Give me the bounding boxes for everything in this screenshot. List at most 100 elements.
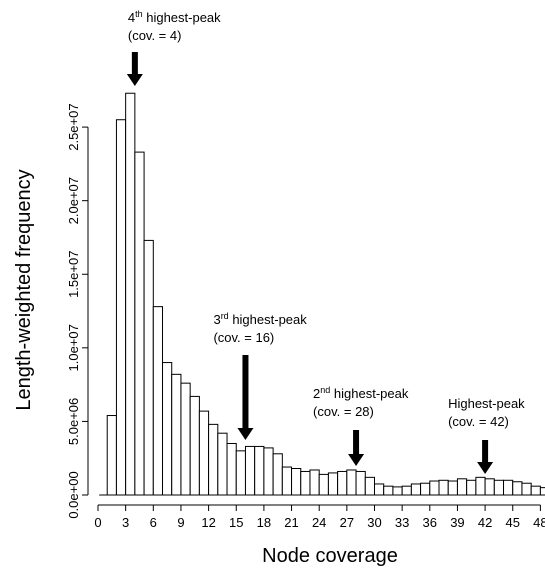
x-tick-label: 36 xyxy=(423,515,437,530)
x-tick-label: 45 xyxy=(506,515,520,530)
annotation-part: Highest-peak xyxy=(448,396,525,411)
x-tick-label: 33 xyxy=(395,515,409,530)
bar xyxy=(456,478,468,496)
x-tick-label: 27 xyxy=(340,515,354,530)
bar xyxy=(447,480,458,496)
bar xyxy=(503,479,514,496)
bar xyxy=(281,466,293,496)
bar xyxy=(346,469,357,496)
bar xyxy=(125,92,136,496)
annotation-text: (cov. = 4) xyxy=(128,28,182,43)
bar xyxy=(198,410,210,496)
bar xyxy=(318,473,329,496)
bar xyxy=(272,453,283,496)
bar xyxy=(244,445,256,496)
y-axis-title: Length-weighted frequency xyxy=(13,169,35,410)
x-tick-label: 6 xyxy=(150,515,157,530)
y-tick-label: 2.5e+07 xyxy=(66,103,81,150)
arrow-shaft xyxy=(482,440,489,464)
bar xyxy=(226,442,237,496)
bar xyxy=(162,362,173,496)
arrow-shaft xyxy=(131,52,138,76)
bar xyxy=(373,483,385,496)
bar xyxy=(429,480,440,496)
bar xyxy=(309,469,320,496)
bar xyxy=(420,482,431,496)
annotation-part: 2 xyxy=(313,386,320,401)
bar xyxy=(254,445,265,496)
bar xyxy=(466,479,477,496)
bar xyxy=(235,450,246,496)
x-tick-label: 48 xyxy=(533,515,545,530)
arrow-shaft xyxy=(242,355,249,430)
x-tick-label: 30 xyxy=(367,515,381,530)
annotation-superscript: nd xyxy=(320,385,330,395)
annotation-text: (cov. = 28) xyxy=(313,404,374,419)
bar xyxy=(263,447,274,496)
y-tick-label: 5.0e+06 xyxy=(66,398,81,445)
bar xyxy=(115,119,127,496)
annotation-text: 2nd highest-peak xyxy=(313,385,409,401)
bar xyxy=(539,487,545,496)
arrow-head xyxy=(477,462,494,474)
y-tick-label: 2.0e+07 xyxy=(66,177,81,224)
x-tick-label: 9 xyxy=(177,515,184,530)
bar xyxy=(152,306,164,496)
annotation-superscript: th xyxy=(135,9,143,19)
x-tick-label: 42 xyxy=(478,515,492,530)
bar xyxy=(134,151,145,496)
annotation-part: (cov. = 16) xyxy=(213,330,274,345)
annotation-part: highest-peak xyxy=(330,386,409,401)
bar xyxy=(521,482,532,496)
bar xyxy=(512,481,523,496)
annotation-superscript: rd xyxy=(221,311,229,321)
bar xyxy=(143,239,154,496)
arrow-shaft xyxy=(353,430,360,456)
bar xyxy=(410,483,422,496)
annotation-part: 3 xyxy=(213,312,220,327)
annotation-text: (cov. = 42) xyxy=(448,414,509,429)
x-axis-title: Node coverage xyxy=(262,545,398,567)
bar xyxy=(300,470,311,496)
annotation-text: (cov. = 16) xyxy=(213,330,274,345)
bar xyxy=(180,382,191,496)
bar xyxy=(493,479,505,496)
x-tick-label: 0 xyxy=(94,515,101,530)
annotation-part: 4 xyxy=(128,10,135,25)
bar xyxy=(355,470,366,496)
annotation-text: 4th highest-peak xyxy=(128,9,221,25)
bar xyxy=(327,472,339,496)
bar xyxy=(364,476,375,496)
annotation-text: Highest-peak xyxy=(448,396,525,411)
x-tick-label: 15 xyxy=(229,515,243,530)
arrow-head xyxy=(348,454,365,466)
y-tick-label: 0.0e+00 xyxy=(66,471,81,518)
x-tick-label: 21 xyxy=(284,515,298,530)
bar xyxy=(383,485,394,496)
bar xyxy=(106,415,117,496)
y-tick-label: 1.0e+07 xyxy=(66,324,81,371)
bar xyxy=(530,485,541,496)
x-tick-label: 12 xyxy=(201,515,215,530)
y-tick-label: 1.5e+07 xyxy=(66,251,81,298)
bar xyxy=(208,423,219,496)
annotation-part: highest-peak xyxy=(143,10,222,25)
x-tick-label: 3 xyxy=(122,515,129,530)
bar xyxy=(438,479,449,496)
annotation-text: 3rd highest-peak xyxy=(213,311,307,327)
bar xyxy=(475,476,486,496)
arrow-head xyxy=(237,428,254,440)
bar xyxy=(189,395,200,496)
x-tick-label: 24 xyxy=(312,515,326,530)
annotation-part: (cov. = 42) xyxy=(448,414,509,429)
bar xyxy=(291,468,302,496)
annotation-part: highest-peak xyxy=(229,312,308,327)
bar xyxy=(484,478,495,496)
x-tick-label: 18 xyxy=(257,515,271,530)
bar xyxy=(171,373,182,496)
annotation-part: (cov. = 28) xyxy=(313,404,374,419)
x-tick-label: 39 xyxy=(450,515,464,530)
bar xyxy=(217,432,228,496)
bar xyxy=(337,470,348,496)
